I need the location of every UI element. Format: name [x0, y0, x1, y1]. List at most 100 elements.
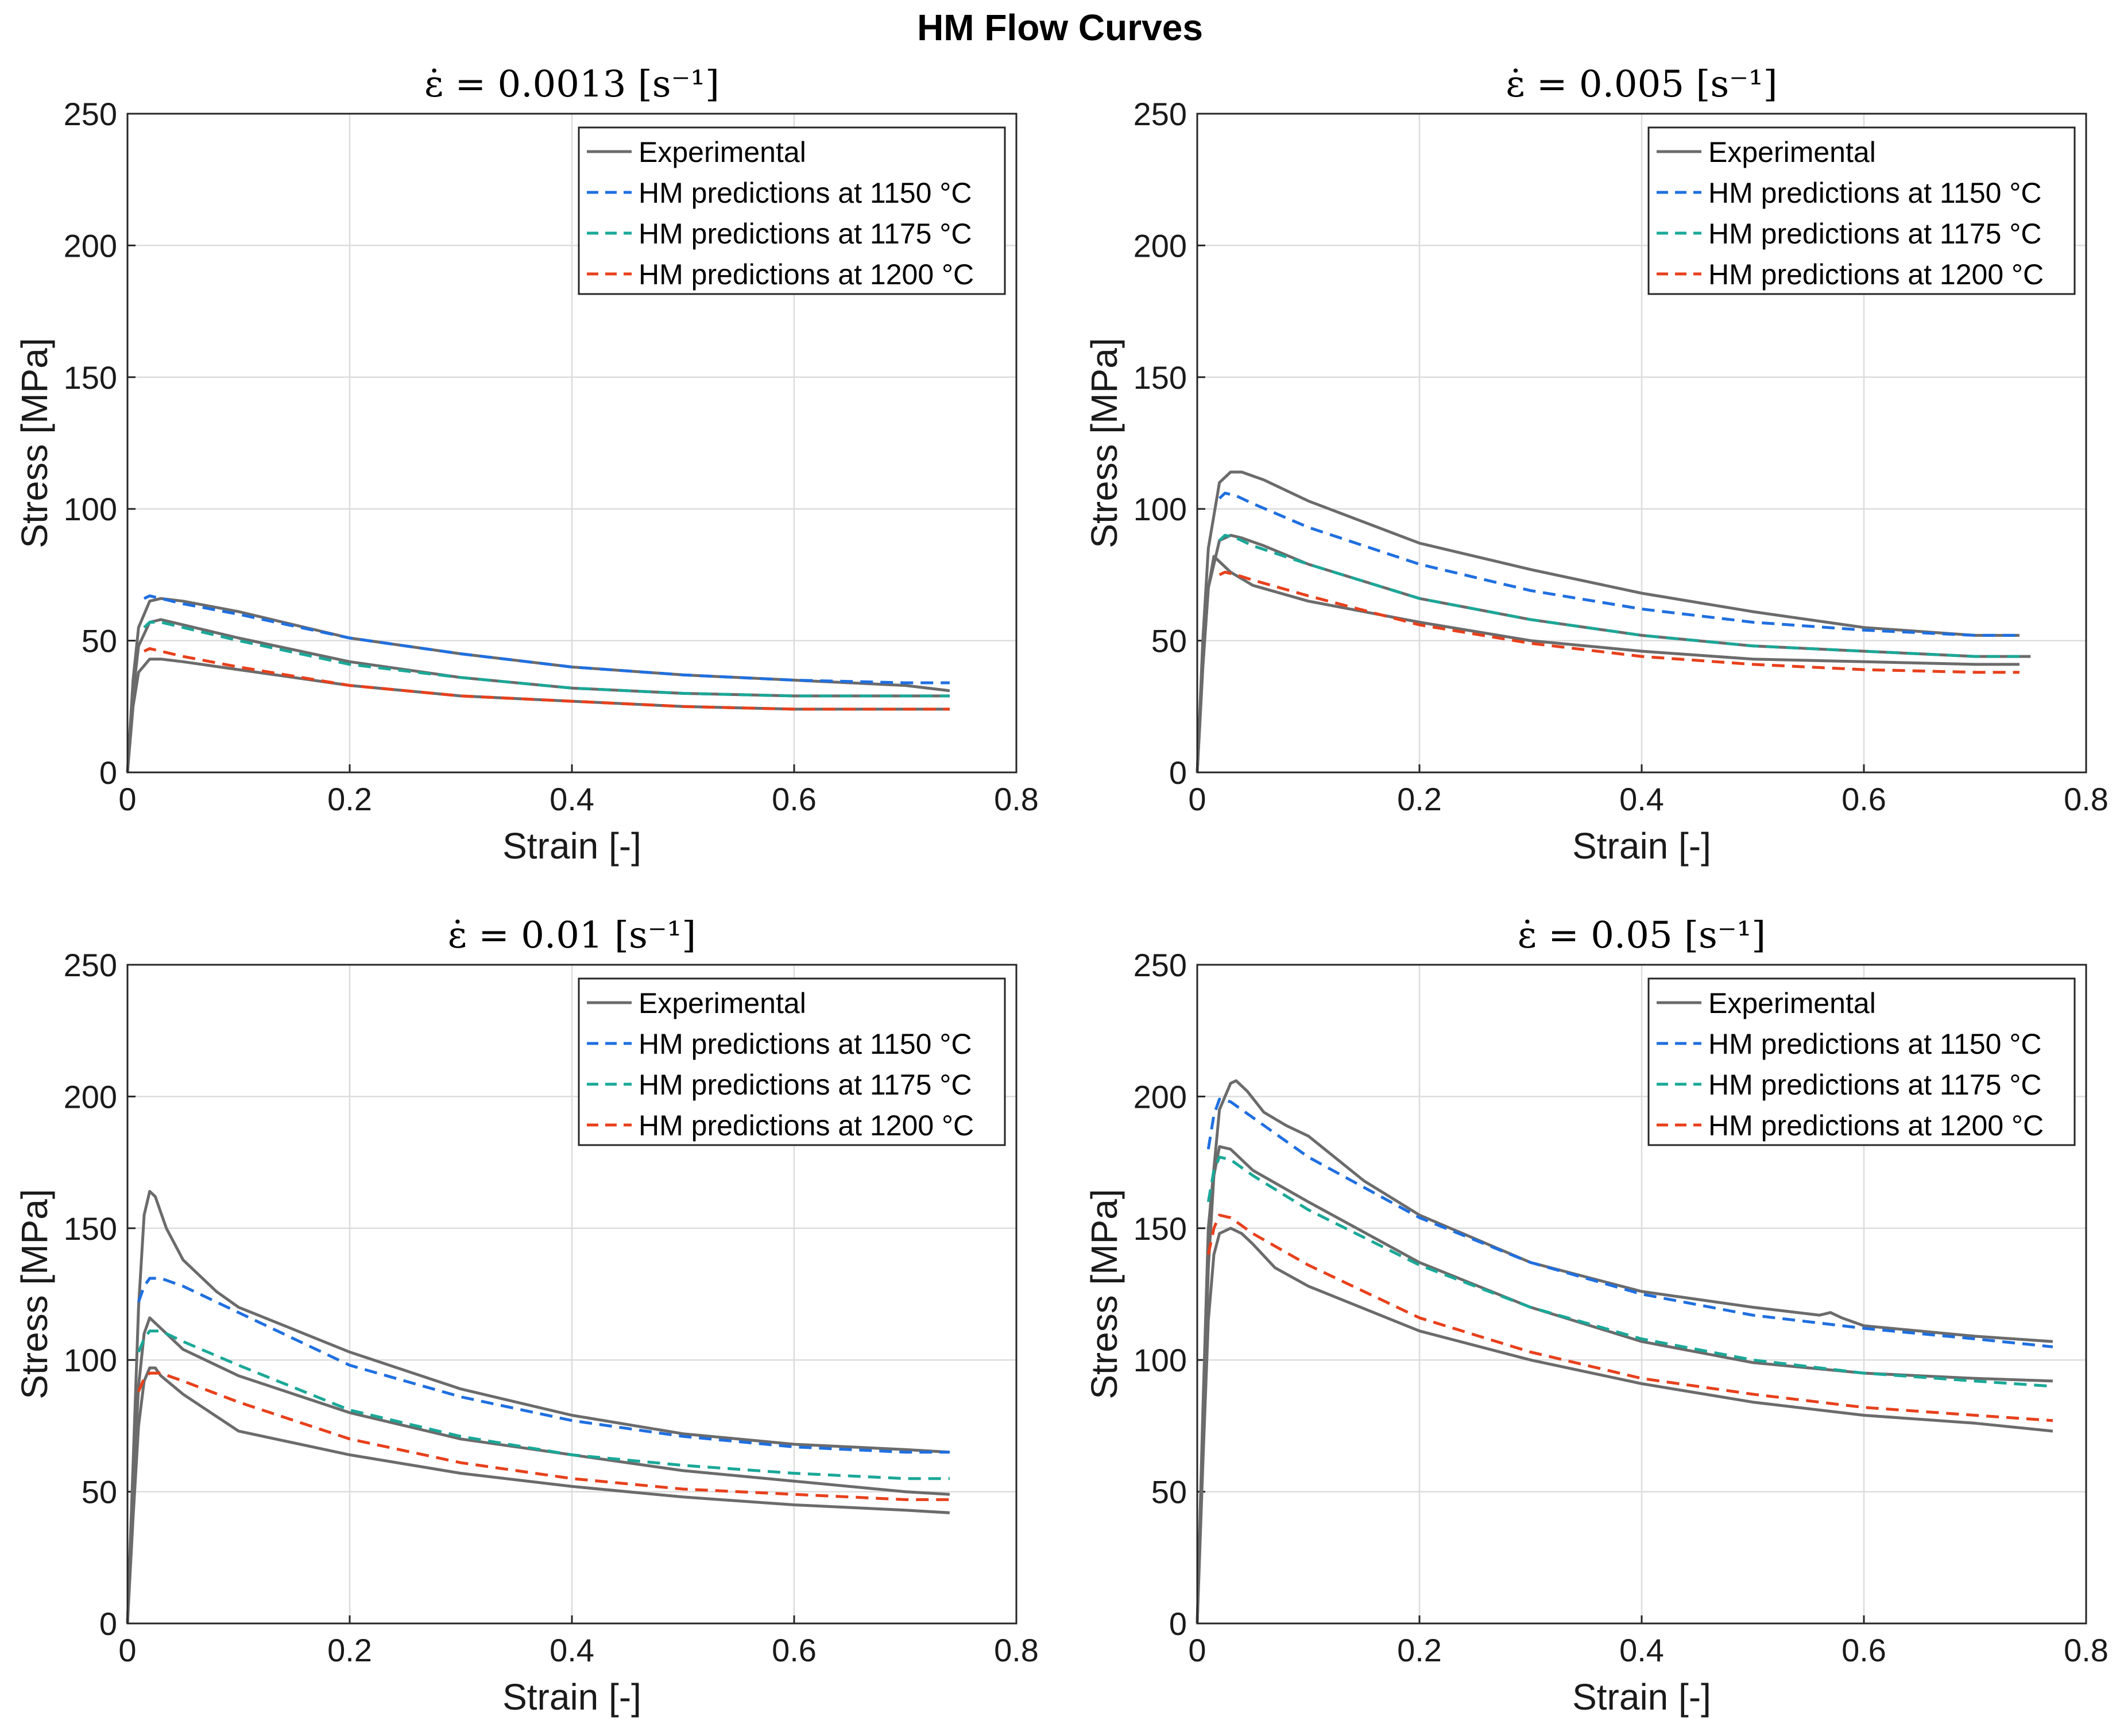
prediction-curve-1150: [1206, 1097, 2053, 1348]
prediction-curve-1175: [1206, 1155, 2053, 1388]
prediction-curve-1150: [143, 594, 950, 685]
x-tick-label: 0.8: [2064, 1632, 2109, 1668]
prediction-curve-1200: [137, 1371, 950, 1501]
legend-label: HM predictions at 1175 °C: [1708, 1069, 2041, 1101]
prediction-curve-1150: [1218, 492, 2020, 637]
prediction-curve-1150: [137, 1277, 950, 1454]
x-tick-label: 0.8: [2064, 781, 2109, 817]
legend-box: [578, 126, 1006, 295]
prediction-curve-1200: [143, 647, 950, 711]
experimental-curve: [126, 1316, 950, 1624]
x-tick-label: 0.6: [772, 781, 817, 817]
experimental-curve: [1196, 1079, 2053, 1624]
experimental-curve: [126, 618, 950, 773]
y-tick-label: 100: [64, 491, 117, 527]
experimental-curve: [126, 1190, 950, 1624]
y-tick-label: 200: [64, 1078, 117, 1115]
legend: Experimental HM predictions at 1150 °C HM …: [578, 126, 1006, 295]
legend-label: HM predictions at 1200 °C: [1708, 1109, 2044, 1142]
y-tick-label: 150: [64, 1211, 117, 1247]
x-tick-label: 0: [1188, 781, 1206, 817]
chart-panel-4: 0 0.2 0.4 0.6 0.8 0 50 100 150 200 250 ε̇ = 0.05 [s…: [1084, 914, 2109, 1718]
x-tick-label: 0.6: [772, 1632, 817, 1668]
y-tick-label: 250: [64, 947, 117, 983]
legend-label: HM predictions at 1150 °C: [639, 177, 972, 209]
legend-label: Experimental: [1708, 136, 1876, 168]
x-tick-label: 0.4: [1619, 1632, 1664, 1668]
legend-box: [1647, 126, 2076, 295]
y-tick-label: 250: [1133, 96, 1187, 132]
axes-box: [1196, 113, 2087, 774]
chart-title: ε̇ = 0.0013 [s⁻¹]: [424, 63, 719, 106]
x-axis-label: Strain [-]: [502, 1676, 641, 1718]
legend-label: HM predictions at 1150 °C: [1708, 177, 2041, 209]
y-tick-label: 100: [1133, 491, 1187, 527]
data-series: [126, 1190, 950, 1624]
chart-panel-1: 0 0.2 0.4 0.6 0.8 0 50 100 150 200 250 ε̇ = 0.0013 …: [14, 63, 1039, 867]
data-series: [1196, 470, 2031, 773]
y-tick-label: 50: [82, 623, 117, 659]
legend-label: Experimental: [639, 987, 806, 1019]
y-tick-label: 0: [1169, 1606, 1187, 1642]
experimental-curve: [1196, 555, 2020, 773]
data-series: [1196, 1079, 2053, 1624]
prediction-curve-1175: [143, 621, 950, 698]
data-series: [126, 594, 950, 773]
chart-title: ε̇ = 0.005 [s⁻¹]: [1506, 63, 1777, 106]
x-tick-label: 0: [118, 781, 136, 817]
y-tick-label: 200: [1133, 1078, 1187, 1115]
x-axis-label: Strain [-]: [1572, 825, 1711, 867]
y-tick-label: 200: [1133, 227, 1187, 264]
y-tick-label: 50: [1151, 623, 1187, 659]
legend-label: HM predictions at 1175 °C: [639, 1069, 972, 1101]
legend-box: [1647, 977, 2076, 1146]
legend-label: HM predictions at 1200 °C: [1708, 258, 2044, 291]
y-tick-label: 0: [99, 755, 117, 791]
y-tick-label: 150: [1133, 1211, 1187, 1247]
experimental-curve: [126, 658, 950, 773]
x-tick-label: 0.4: [550, 781, 594, 817]
y-tick-label: 200: [64, 227, 117, 264]
x-tick-label: 0.2: [327, 1632, 372, 1668]
legend: Experimental HM predictions at 1150 °C HM …: [1647, 126, 2076, 295]
x-axis-label: Strain [-]: [502, 825, 641, 867]
legend-label: HM predictions at 1200 °C: [639, 258, 974, 291]
legend-label: HM predictions at 1150 °C: [1708, 1028, 2041, 1060]
chart-panel-2: 0 0.2 0.4 0.6 0.8 0 50 100 150 200 250 ε̇ = 0.005 […: [1084, 63, 2109, 867]
y-axis-label: Stress [MPa]: [14, 1189, 55, 1399]
prediction-curve-1175: [137, 1329, 950, 1480]
x-tick-label: 0.2: [327, 781, 372, 817]
y-axis-label: Stress [MPa]: [1084, 338, 1125, 548]
y-tick-label: 150: [1133, 359, 1187, 396]
legend-label: HM predictions at 1200 °C: [639, 1109, 974, 1142]
y-tick-label: 0: [99, 1606, 117, 1642]
prediction-curve-1175: [1218, 533, 2020, 658]
x-tick-label: 0.6: [1842, 1632, 1886, 1668]
y-tick-label: 250: [1133, 947, 1187, 983]
axes-box: [1196, 964, 2087, 1625]
chart-title: ε̇ = 0.05 [s⁻¹]: [1518, 914, 1766, 957]
y-tick-label: 150: [64, 359, 117, 396]
y-tick-label: 100: [64, 1342, 117, 1378]
legend-label: HM predictions at 1150 °C: [639, 1028, 972, 1060]
y-tick-label: 250: [64, 96, 117, 132]
y-tick-label: 50: [82, 1474, 117, 1510]
x-tick-label: 0.8: [994, 781, 1039, 817]
x-tick-label: 0.8: [994, 1632, 1039, 1668]
axes-box: [126, 113, 1018, 774]
x-tick-label: 0.4: [1619, 781, 1664, 817]
legend-label: HM predictions at 1175 °C: [1708, 218, 2041, 250]
prediction-curve-1200: [1218, 570, 2020, 674]
legend-label: Experimental: [1708, 987, 1876, 1019]
experimental-curve: [126, 597, 950, 773]
experimental-curve: [1196, 470, 2020, 773]
experimental-curve: [1196, 1227, 2053, 1624]
y-axis-label: Stress [MPa]: [14, 338, 55, 548]
axes-box: [126, 964, 1018, 1625]
chart-title: ε̇ = 0.01 [s⁻¹]: [448, 914, 697, 957]
prediction-curve-1200: [1206, 1213, 2053, 1422]
y-tick-label: 100: [1133, 1342, 1187, 1378]
x-tick-label: 0: [1188, 1632, 1206, 1668]
x-tick-label: 0.2: [1397, 1632, 1442, 1668]
legend-box: [578, 977, 1006, 1146]
